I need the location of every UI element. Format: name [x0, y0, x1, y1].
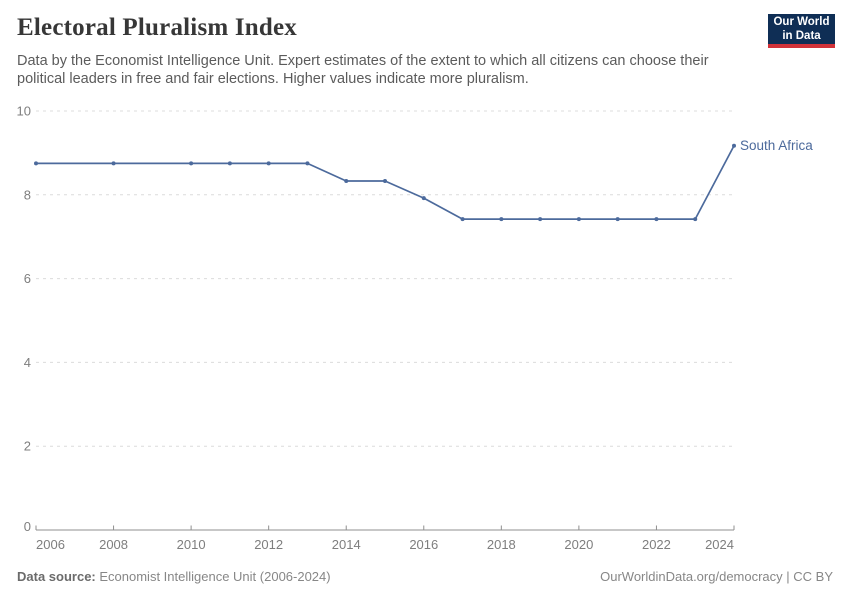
owid-logo-line2: in Data [782, 30, 821, 42]
data-source-label: Data source: [17, 569, 96, 584]
svg-text:8: 8 [24, 187, 31, 202]
svg-text:2020: 2020 [564, 537, 593, 552]
svg-text:2010: 2010 [177, 537, 206, 552]
y-gridlines [36, 110, 734, 447]
svg-text:2024: 2024 [705, 537, 734, 552]
x-axis [35, 525, 735, 531]
x-axis-labels: 2006 2008 2010 2012 2014 2016 2018 2020 2022 2024 [36, 537, 734, 552]
svg-text:2008: 2008 [99, 537, 128, 552]
owid-logo[interactable]: Our World in Data [768, 14, 835, 48]
data-source: Data source: Economist Intelligence Unit… [17, 569, 331, 584]
svg-text:2018: 2018 [487, 537, 516, 552]
svg-text:10: 10 [17, 104, 31, 119]
svg-text:2012: 2012 [254, 537, 283, 552]
chart-subtitle: Data by the Economist Intelligence Unit.… [17, 53, 709, 87]
svg-text:0: 0 [24, 519, 31, 534]
svg-text:2016: 2016 [409, 537, 438, 552]
series-end-label: South Africa [740, 138, 813, 153]
chart-footer: Data source: Economist Intelligence Unit… [17, 569, 833, 584]
y-axis-labels: 0 2 4 6 8 10 [17, 104, 31, 535]
chart-title: Electoral Pluralism Index [17, 14, 297, 41]
svg-text:2: 2 [24, 439, 31, 454]
credit-link[interactable]: OurWorldinData.org/democracy | CC BY [600, 569, 833, 584]
series-points [34, 143, 736, 222]
svg-text:2022: 2022 [642, 537, 671, 552]
svg-text:2014: 2014 [332, 537, 361, 552]
svg-text:6: 6 [24, 271, 31, 286]
owid-logo-line1: Our World [773, 16, 830, 28]
svg-text:4: 4 [24, 355, 31, 370]
svg-text:2006: 2006 [36, 537, 65, 552]
data-source-text: Economist Intelligence Unit (2006-2024) [95, 569, 331, 584]
